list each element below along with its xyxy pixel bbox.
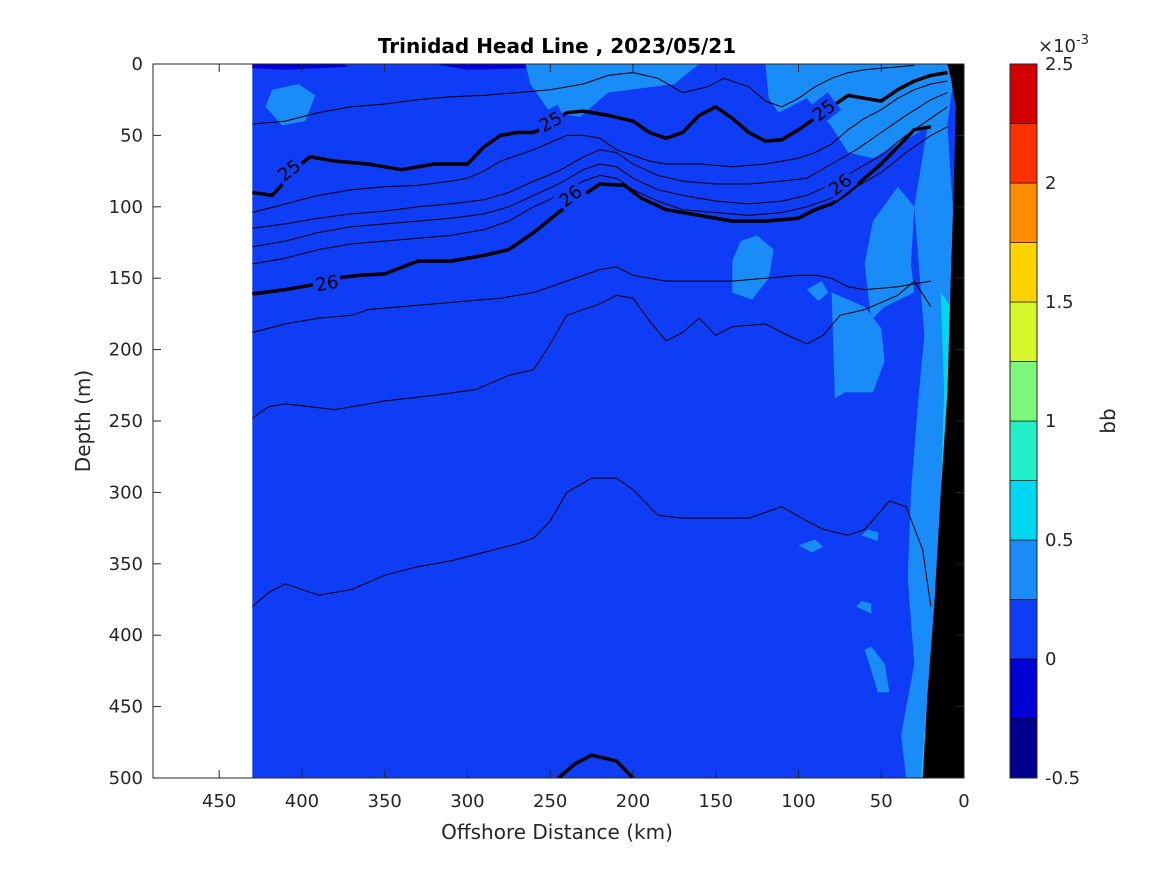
isopycnal-26-label-1: 26	[311, 269, 343, 297]
isopycnal-26-2	[252, 266, 931, 333]
axes: 450 400 350 300 250 200 150 100 50 00501001502002…	[109, 54, 970, 812]
y-tick-label: 150	[109, 268, 143, 289]
colorbar-tick-label: 0	[1045, 649, 1056, 670]
surface-patch-low	[252, 64, 349, 70]
colorbar-tick-label: 2.5	[1045, 54, 1074, 75]
y-tick-label: 400	[109, 625, 143, 646]
offshore-patch-1	[265, 84, 316, 126]
y-tick-label: 450	[109, 697, 143, 718]
nearshore-patch-3	[806, 281, 829, 301]
nearshore-patch-upper	[864, 186, 915, 321]
nearshore-patch-7	[864, 646, 890, 693]
x-tick-label: 450	[202, 791, 236, 812]
x-tick-label: 350	[368, 791, 402, 812]
colorbar-swatch	[1009, 361, 1038, 422]
colorbar-swatch	[1009, 480, 1038, 541]
y-tick-label: 300	[109, 482, 143, 503]
colorbar-exponent-base: ×10	[1038, 36, 1076, 57]
x-axis-title: Offshore Distance (km)	[441, 820, 673, 844]
coastal-band	[901, 124, 958, 778]
x-tick-label: 0	[958, 791, 969, 812]
surface-patch-mid	[434, 64, 534, 70]
y-tick-label: 500	[109, 768, 143, 789]
isopycnal-24-5	[252, 64, 915, 125]
colorbar-exponent: ×10-3	[1038, 33, 1089, 57]
shelf-surface-patch-1	[525, 64, 700, 117]
nearshore-patch-5	[861, 529, 878, 541]
isopycnal-26-label-text-1: 26	[314, 272, 340, 297]
x-tick-label: 250	[533, 791, 567, 812]
y-tick-label: 50	[120, 125, 143, 146]
colorbar-swatch	[1009, 599, 1038, 660]
nearshore-patch-6	[856, 600, 872, 614]
colorbar-swatch	[1009, 539, 1038, 600]
bb-field	[252, 64, 964, 778]
y-tick-label: 100	[109, 197, 143, 218]
coastal-band-inner	[921, 292, 955, 778]
x-tick-label: 150	[699, 791, 733, 812]
isopycnal-26	[252, 125, 932, 296]
colorbar: -0.5 0 0.5 1 1.5 2 2.5	[1009, 54, 1080, 789]
x-tick-label: 200	[616, 791, 650, 812]
colorbar-exponent-power: -3	[1076, 33, 1089, 48]
colorbar-swatch	[1009, 301, 1038, 362]
y-axis-title: Depth (m)	[71, 370, 95, 472]
colorbar-tick-label: 1	[1045, 411, 1056, 432]
nearshore-patch-4	[798, 539, 824, 553]
y-tick-label: 350	[109, 554, 143, 575]
chart-title: Trinidad Head Line , 2023/05/21	[378, 34, 736, 58]
isopycnal-26-3	[252, 280, 932, 419]
colorbar-swatch	[1009, 63, 1038, 124]
colorbar-swatch	[1009, 658, 1038, 719]
isopycnal-25-2	[252, 80, 948, 213]
colorbar-swatch	[1009, 123, 1038, 184]
x-tick-label: 100	[781, 791, 815, 812]
colorbar-swatch	[1009, 420, 1038, 481]
x-tick-label: 50	[870, 791, 893, 812]
mid-patch-1	[732, 235, 774, 300]
isopycnal-26-4	[251, 477, 932, 607]
colorbar-swatch	[1009, 718, 1038, 779]
seafloor	[922, 64, 964, 778]
colorbar-label: bb	[1096, 408, 1120, 433]
colorbar-swatch	[1009, 182, 1038, 243]
nearshore-patch-2	[831, 292, 885, 399]
colorbar-swatch	[1009, 242, 1038, 303]
bottom-contour	[557, 753, 635, 778]
colorbar-tick-label: 2	[1045, 173, 1056, 194]
colorbar-tick-label: 1.5	[1045, 292, 1074, 313]
y-tick-label: 200	[109, 340, 143, 361]
colorbar-tick-label: 0.5	[1045, 530, 1074, 551]
colorbar-frame	[1009, 63, 1038, 779]
isopycnal-25	[252, 70, 948, 198]
x-tick-label: 300	[450, 791, 484, 812]
y-tick-label: 0	[132, 54, 143, 75]
colorbar-tick-label: -0.5	[1045, 768, 1080, 789]
y-tick-label: 250	[109, 411, 143, 432]
x-tick-label: 400	[285, 791, 319, 812]
isopycnal-25-4	[252, 92, 948, 229]
